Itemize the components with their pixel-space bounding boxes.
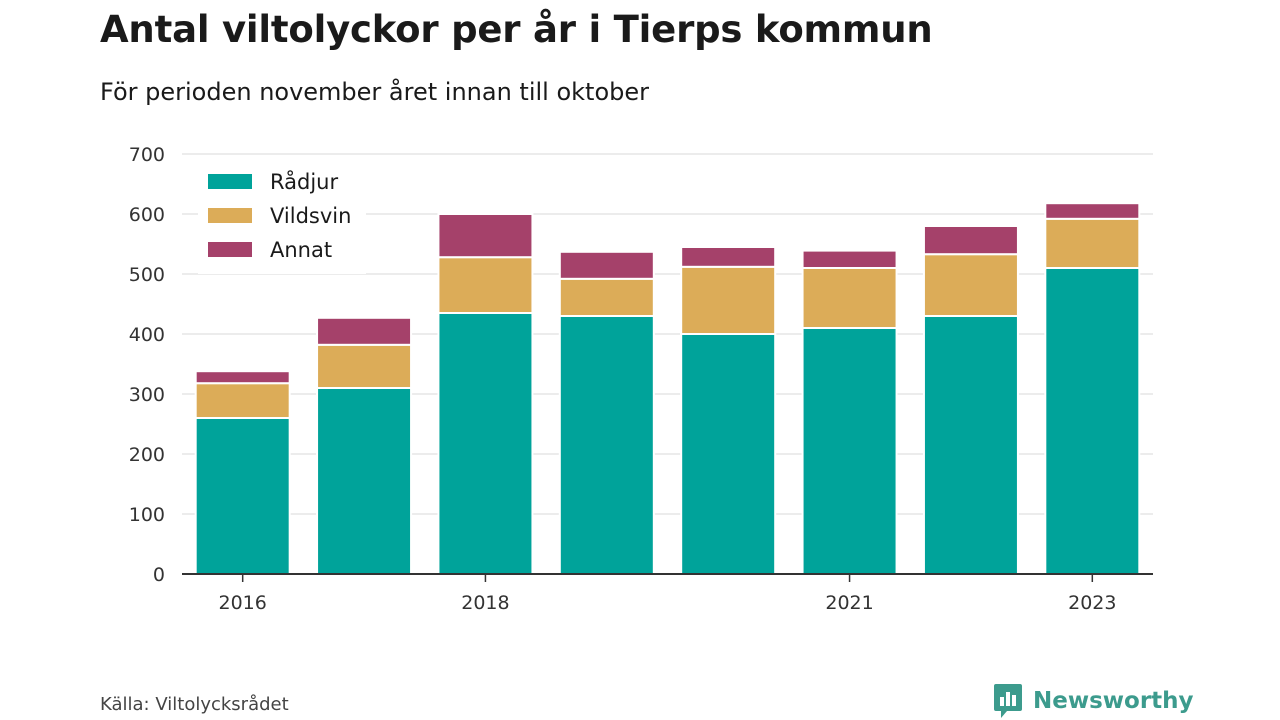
bar-vildsvin-2019 [558,277,655,317]
brand-logo[interactable]: Newsworthy [993,683,1194,719]
bar-annat-2021 [801,249,898,270]
x-tick-label: 2016 [219,592,267,614]
bar-rådjur-2021 [801,327,898,575]
bar-vildsvin-2017 [316,343,413,389]
y-tick-label: 600 [129,204,165,226]
bar-annat-2018 [437,213,534,259]
legend-label-annat: Annat [270,238,332,262]
bar-vildsvin-2021 [801,267,898,329]
newsworthy-logo-icon [994,684,1022,718]
bar-vildsvin-2022 [922,253,1019,317]
y-tick-label: 500 [129,264,165,286]
chart-subtitle: För perioden november året innan till ok… [100,78,649,106]
y-tick-label: 0 [153,564,165,586]
brand-name: Newsworthy [1033,688,1194,714]
y-tick-label: 200 [129,444,165,466]
legend-swatch-rådjur [208,174,252,189]
bar-annat-2016 [194,370,291,385]
legend-swatch-vildsvin [208,208,252,223]
bar-rådjur-2016 [194,417,291,575]
bar-annat-2019 [558,250,655,280]
bar-rådjur-2022 [922,315,1019,575]
x-tick-label: 2023 [1068,592,1116,614]
x-tick-label: 2021 [825,592,873,614]
bar-rådjur-2020 [680,333,777,575]
bar-vildsvin-2018 [437,256,534,315]
y-tick-label: 400 [129,324,165,346]
source-note: Källa: Viltolycksrådet [100,694,289,715]
bar-vildsvin-2023 [1044,217,1141,270]
bar-rådjur-2019 [558,315,655,575]
bar-rådjur-2023 [1044,267,1141,575]
x-tick-label: 2018 [461,592,509,614]
bar-annat-2023 [1044,202,1141,220]
bar-rådjur-2017 [316,387,413,575]
bar-annat-2022 [922,225,1019,256]
bar-annat-2017 [316,316,413,346]
bar-annat-2020 [680,246,777,268]
legend: Rådjur Vildsvin Annat [198,162,366,274]
bar-rådjur-2018 [437,312,534,575]
bar-vildsvin-2016 [194,382,291,420]
y-tick-label: 300 [129,384,165,406]
bar-vildsvin-2020 [680,265,777,335]
legend-label-rådjur: Rådjur [270,169,338,194]
chart-title: Antal viltolyckor per år i Tierps kommun [100,8,933,51]
y-tick-label: 100 [129,504,165,526]
legend-label-vildsvin: Vildsvin [270,204,351,228]
y-tick-label: 700 [129,144,165,166]
legend-swatch-annat [208,242,252,257]
